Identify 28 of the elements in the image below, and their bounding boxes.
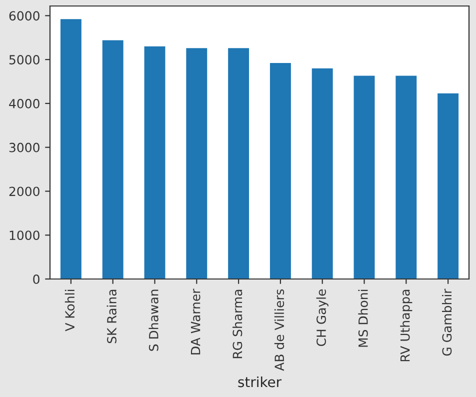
x-axis-title: striker	[238, 376, 282, 388]
bar	[270, 63, 291, 279]
bar	[186, 48, 208, 279]
x-tick-label: DA Warner	[190, 288, 200, 354]
bar	[438, 93, 459, 279]
x-tick-label: RG Sharma	[232, 290, 242, 358]
bar	[228, 48, 250, 279]
bar	[144, 46, 166, 279]
bar	[60, 19, 82, 279]
x-tick-label: AB de Villiers	[274, 289, 284, 371]
x-tick-label: CH Gayle	[316, 289, 328, 346]
x-tick-label: MS Dhoni	[358, 290, 368, 347]
y-tick-label: 4000	[9, 98, 40, 108]
x-tick-label: S Dhawan	[148, 290, 158, 351]
y-tick-label: 1000	[10, 230, 40, 240]
y-tick-label: 5000	[9, 55, 40, 64]
y-tick-label: 6000	[9, 11, 40, 21]
y-tick-label: 0	[33, 274, 40, 284]
bar	[354, 76, 375, 279]
y-tick-label: 3000	[9, 142, 40, 152]
x-tick-label: RV Uthappa	[400, 290, 412, 362]
bar	[312, 68, 333, 279]
x-tick-label: V Kohli	[64, 290, 75, 332]
y-tick-label: 2000	[9, 186, 40, 196]
bar	[102, 40, 124, 279]
bar	[396, 76, 417, 279]
x-tick-label: G Gambhir	[442, 288, 452, 356]
x-tick-label: SK Raina	[106, 290, 116, 344]
